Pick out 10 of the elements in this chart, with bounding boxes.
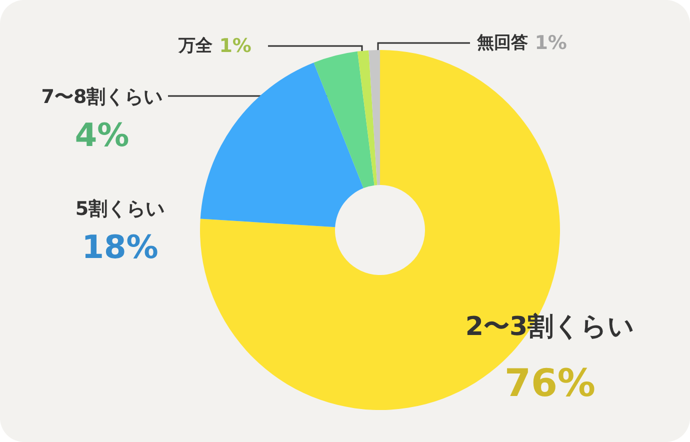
- slice-label: 2〜3割くらい: [465, 312, 635, 342]
- data-label: 1%: [219, 35, 252, 57]
- slice-label: 万全: [178, 36, 214, 56]
- data-label: 1%: [534, 32, 567, 54]
- slice-label: 無回答: [476, 33, 528, 53]
- data-label: 18%: [82, 228, 158, 266]
- slice-label: 7〜8割くらい: [41, 86, 163, 108]
- data-label: 76%: [504, 361, 596, 405]
- data-label: 4%: [74, 116, 130, 154]
- slice-label: 5割くらい: [75, 198, 165, 220]
